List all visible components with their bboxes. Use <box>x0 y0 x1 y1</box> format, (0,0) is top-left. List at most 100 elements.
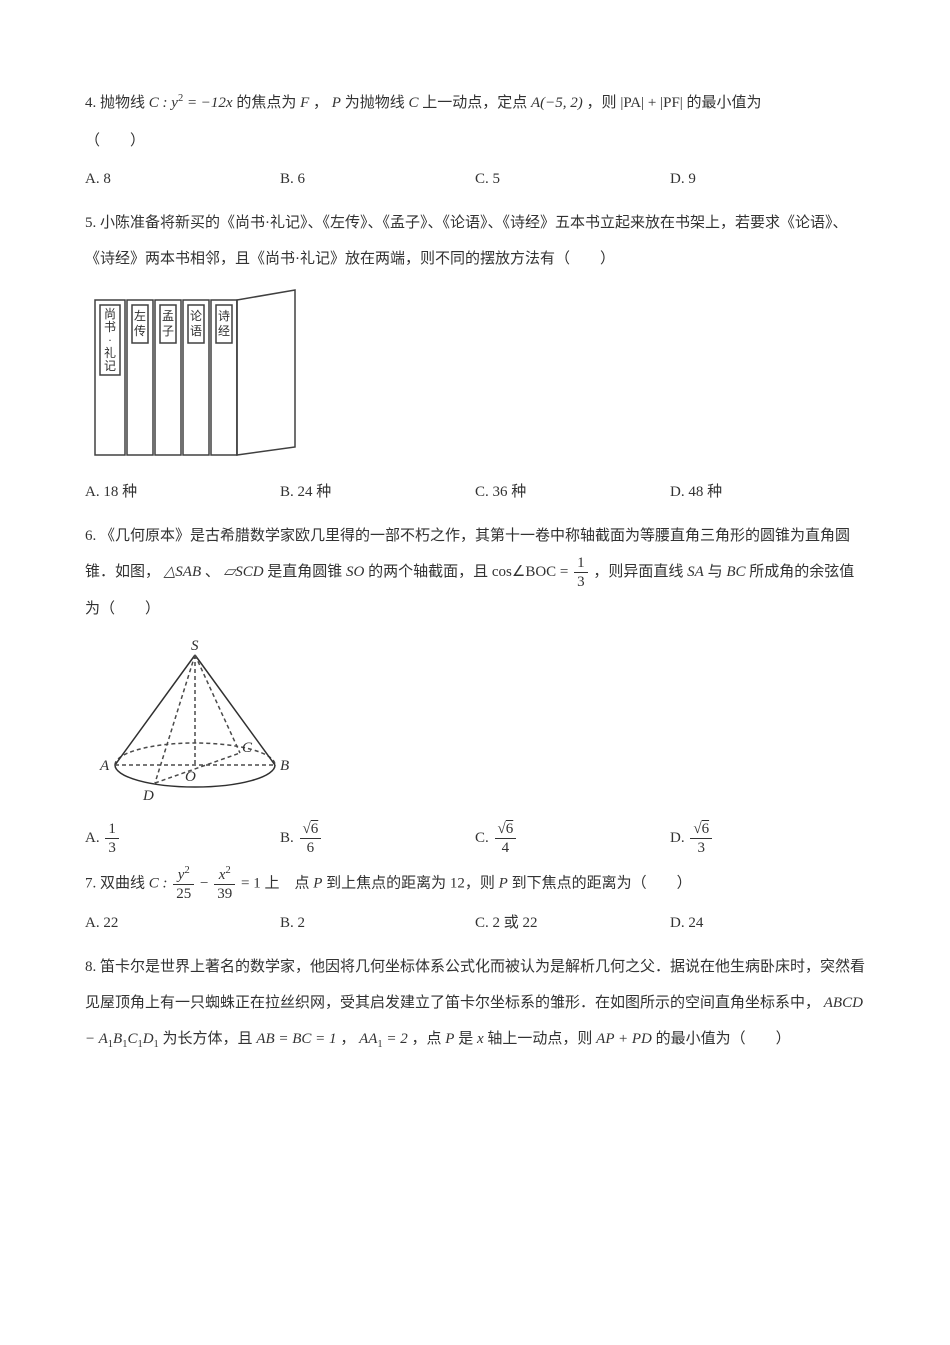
q5-opt-a: A. 18 种 <box>85 474 280 510</box>
q7-minus: − <box>200 876 212 892</box>
q6-opt-a-label: A. <box>85 830 103 846</box>
q4-opt-d: D. 9 <box>670 161 865 197</box>
question-5: 5. 小陈准备将新买的《尚书·礼记》、《左传》、《孟子》、《论语》、《诗经》五本… <box>85 205 865 277</box>
q7-frac1-den: 25 <box>173 885 194 903</box>
q7-number: 7. <box>85 876 96 892</box>
q4-text-e: 上一动点，定点 <box>422 95 531 111</box>
q4-options: A. 8 B. 6 C. 5 D. 9 <box>85 161 865 197</box>
q4-var-cc: C <box>408 95 418 111</box>
q5-text: 小陈准备将新买的《尚书·礼记》、《左传》、《孟子》、《论语》、《诗经》五本书立起… <box>85 215 848 267</box>
q7-frac2: x2 39 <box>214 865 235 903</box>
q6-opt-c-num: √6 <box>495 820 517 839</box>
q7-text-b: 上 点 <box>264 876 313 892</box>
q4-eq-c: C : y <box>149 95 178 111</box>
svg-text:语: 语 <box>190 324 202 338</box>
q6-opt-d-frac: √6 3 <box>690 820 712 857</box>
q7-opt-d: D. 24 <box>670 905 865 941</box>
svg-text:礼: 礼 <box>104 345 116 360</box>
q7-opt-c: C. 2 或 22 <box>475 905 670 941</box>
q8-text-a: 笛卡尔是世界上著名的数学家，他因将几何坐标体系公式化而被认为是解析几何之父．据说… <box>85 959 865 1011</box>
question-7: 7. 双曲线 C : y2 25 − x2 39 = 1 上 点 P 到上焦点的… <box>85 865 865 903</box>
q6-options: A. 1 3 B. √6 6 C. √6 4 D. √6 3 <box>85 820 865 857</box>
q6-opt-c-den: 4 <box>495 839 517 857</box>
q8-ap-pd: AP + PD <box>596 1031 652 1047</box>
svg-text:孟: 孟 <box>162 309 174 323</box>
q6-frac-den: 3 <box>574 573 588 591</box>
q7-eq1: = 1 <box>241 876 261 892</box>
label-o: O <box>185 769 196 785</box>
q4-text-c: ， <box>313 95 328 111</box>
q4-text-f: ，则 <box>587 95 621 111</box>
q8-b1: B <box>113 1031 122 1047</box>
q4-var-f: F <box>300 95 309 111</box>
q5-opt-d: D. 48 种 <box>670 474 865 510</box>
q4-opt-b: B. 6 <box>280 161 475 197</box>
q4-eq-c2: = −12x <box>187 95 233 111</box>
q4-number: 4. <box>85 95 96 111</box>
q6-opt-b-num: √6 <box>300 820 322 839</box>
q6-opt-b-frac: √6 6 <box>300 820 322 857</box>
q8-text-b: 为长方体，且 <box>163 1031 257 1047</box>
q6-opt-c-label: C. <box>475 830 493 846</box>
q7-text-c: 到上焦点的距离为 12，则 <box>326 876 499 892</box>
book-label-0: 尚 <box>104 307 116 321</box>
q5-opt-b: B. 24 种 <box>280 474 475 510</box>
q8-var-x: x <box>477 1031 484 1047</box>
label-c: C <box>242 740 253 756</box>
q8-text-d: ，点 <box>412 1031 446 1047</box>
svg-text:论: 论 <box>190 309 202 323</box>
q8-text-f: 轴上一动点，则 <box>487 1031 596 1047</box>
q8-ab-eq: AB = BC = 1 <box>256 1031 336 1047</box>
q6-text-d: 的两个轴截面，且 cos∠BOC = <box>368 564 572 580</box>
q5-options: A. 18 种 B. 24 种 C. 36 种 D. 48 种 <box>85 474 865 510</box>
q6-opt-d-label: D. <box>670 830 688 846</box>
q6-opt-d: D. √6 3 <box>670 820 865 857</box>
q6-opt-a-num: 1 <box>105 820 119 839</box>
q8-var-p: P <box>445 1031 454 1047</box>
svg-text:书: 书 <box>104 320 116 334</box>
q8-text-g: 的最小值为（ ） <box>656 1031 791 1047</box>
q4-blank: （ ） <box>85 123 865 159</box>
q8-c1: C <box>127 1031 137 1047</box>
svg-text:左: 左 <box>134 308 146 323</box>
q7-frac2-num: x2 <box>214 865 235 885</box>
q7-var-p: P <box>313 876 322 892</box>
question-8: 8. 笛卡尔是世界上著名的数学家，他因将几何坐标体系公式化而被认为是解析几何之父… <box>85 949 865 1057</box>
q6-text-f: 与 <box>708 564 727 580</box>
q4-abs-pf: |PF| <box>660 95 683 111</box>
q4-text: 抛物线 <box>100 95 149 111</box>
q6-text-e: ，则异面直线 <box>593 564 687 580</box>
q4-opt-c: C. 5 <box>475 161 670 197</box>
q4-plus: + <box>648 95 660 111</box>
q7-text-d: 到下焦点的距离为（ ） <box>512 876 692 892</box>
q4-text-g: 的最小值为 <box>687 95 762 111</box>
q6-var-sa: SA <box>687 564 704 580</box>
question-6: 6. 《几何原本》是古希腊数学家欧几里得的一部不朽之作，其第十一卷中称轴截面为等… <box>85 518 865 627</box>
q4-abs-pa: |PA| <box>620 95 644 111</box>
q8-aa1: AA <box>359 1031 377 1047</box>
q5-opt-c: C. 36 种 <box>475 474 670 510</box>
q6-opt-a-frac: 1 3 <box>105 820 119 857</box>
q7-frac1-num: y2 <box>173 865 194 885</box>
q6-var-so: SO <box>346 564 364 580</box>
q4-opt-a: A. 8 <box>85 161 280 197</box>
svg-text:记: 记 <box>104 359 116 373</box>
q6-frac-num: 1 <box>574 554 588 573</box>
q6-opt-c: C. √6 4 <box>475 820 670 857</box>
q6-frac-1-3: 1 3 <box>574 554 588 591</box>
svg-text:子: 子 <box>162 324 174 338</box>
label-a: A <box>99 758 110 774</box>
q8-text-c: ， <box>340 1031 355 1047</box>
q8-d1: D <box>143 1031 154 1047</box>
cone-diagram: S A B C D O <box>85 635 865 810</box>
q7-frac1: y2 25 <box>173 865 194 903</box>
q6-opt-a-den: 3 <box>105 839 119 857</box>
q8-text-e: 是 <box>458 1031 477 1047</box>
q8-number: 8. <box>85 959 96 975</box>
q6-number: 6. <box>85 528 96 544</box>
q4-paren: （ ） <box>85 132 145 149</box>
svg-text:诗: 诗 <box>218 309 230 323</box>
q4-pt-a: A(−5, 2) <box>531 95 583 111</box>
q6-opt-d-den: 3 <box>690 839 712 857</box>
q6-opt-a: A. 1 3 <box>85 820 280 857</box>
